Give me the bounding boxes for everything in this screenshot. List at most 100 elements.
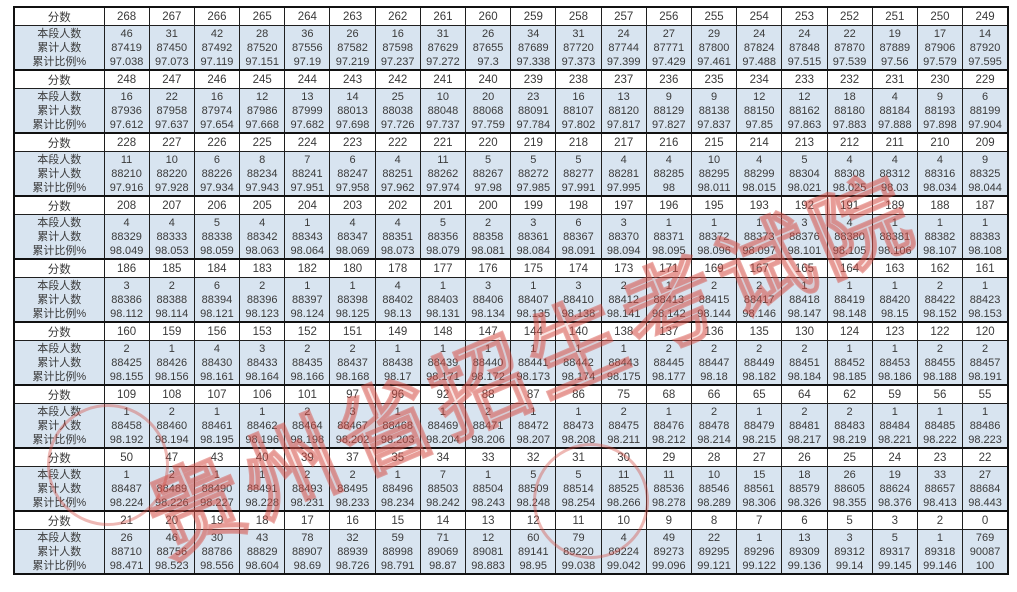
stat-value: 4 <box>349 216 356 229</box>
stat-label: 累计比例% <box>32 559 87 572</box>
score-row-label: 分数 <box>13 447 105 467</box>
score-header-row: 分数 208 207 206 205 204 203 202 201 200 199 198 197 19… <box>13 195 1009 215</box>
stat-value: 88439 <box>427 356 459 369</box>
score-cell: 109 <box>103 384 150 404</box>
stats-row-labels: 本段人数 累计人数 累计比例% <box>13 25 105 71</box>
stat-value: 11 <box>120 153 133 166</box>
stats-cell: 14 88013 97.698 <box>329 88 376 134</box>
score-cell: 209 <box>962 132 1009 152</box>
score-cell: 252 <box>826 6 873 26</box>
score-cell: 39 <box>284 447 331 467</box>
stats-cell: 2 88478 98.214 <box>690 403 738 449</box>
stat-value: 1 <box>123 468 130 481</box>
stat-value: 88210 <box>111 167 142 180</box>
stat-value: 1 <box>394 405 401 418</box>
score-cell: 135 <box>736 321 783 341</box>
stat-value: 99.122 <box>742 559 777 572</box>
stat-value: 98.175 <box>606 370 641 383</box>
stat-value: 14 <box>978 27 992 40</box>
stats-cell: 5 88277 97.991 <box>555 151 602 197</box>
stat-value: 88483 <box>834 419 865 432</box>
stats-cell: 1 88372 98.096 <box>690 214 738 260</box>
stat-value: 4 <box>756 153 763 166</box>
stats-row: 本段人数 累计人数 累计比例% 4 88329 98.049 4 88333 98.053 5 88… <box>13 214 1009 260</box>
stat-value: 97.612 <box>109 118 144 131</box>
stat-value: 88624 <box>879 482 911 495</box>
stat-value: 2 <box>846 405 853 418</box>
stats-cell: 2 88475 98.211 <box>600 403 647 449</box>
stat-value: 88418 <box>789 293 820 306</box>
stats-cell: 1 88472 98.207 <box>510 403 557 449</box>
stats-cell: 25 88038 97.726 <box>374 88 421 134</box>
stat-value: 2 <box>710 279 718 292</box>
stat-value: 98.106 <box>877 244 912 257</box>
stat-value: 87582 <box>337 41 368 54</box>
stats-cell: 4 88281 97.995 <box>600 151 647 197</box>
score-cell: 50 <box>103 447 150 467</box>
score-cell: 59 <box>871 384 918 404</box>
score-cell: 197 <box>600 195 647 215</box>
score-cell: 265 <box>239 6 286 26</box>
stats-cell: 1 88373 98.097 <box>736 214 783 260</box>
stat-value: 4 <box>394 279 401 292</box>
stats-cell: 13 89309 99.136 <box>781 529 828 575</box>
stats-cell: 2 88425 98.155 <box>103 340 150 386</box>
stats-cell: 1 88420 98.15 <box>871 277 918 323</box>
stat-value: 97.974 <box>426 181 460 194</box>
stats-cell: 1 88343 98.064 <box>284 214 331 260</box>
stat-value: 4 <box>394 216 401 229</box>
stat-value: 88038 <box>382 104 414 117</box>
stats-cell: 4 88316 98.034 <box>916 151 964 197</box>
stat-value: 11 <box>437 153 449 166</box>
stat-value: 98.153 <box>968 307 1002 320</box>
stats-cell: 13 87999 97.682 <box>284 88 331 134</box>
stat-value: 87848 <box>789 41 820 54</box>
score-cell: 207 <box>148 195 195 215</box>
stat-value: 88440 <box>472 356 504 369</box>
stats-cell: 12 89081 98.883 <box>464 529 512 575</box>
stat-value: 88457 <box>969 356 1001 369</box>
score-cell: 183 <box>239 258 286 278</box>
score-header-row: 分数 268 267 266 265 264 263 262 261 260 259 258 257 25… <box>13 6 1009 26</box>
stat-value: 88388 <box>156 293 188 306</box>
stats-cell: 5 88272 97.985 <box>510 151 557 197</box>
score-cell: 202 <box>374 195 421 215</box>
stats-cell: 1 88426 98.156 <box>148 340 195 386</box>
stat-label: 本段人数 <box>37 153 82 166</box>
stat-value: 88481 <box>789 419 820 432</box>
stats-cell: 4 89224 99.042 <box>600 529 647 575</box>
stat-value: 10 <box>707 153 721 166</box>
stat-value: 88504 <box>472 482 504 495</box>
score-cell: 244 <box>284 69 331 89</box>
stat-value: 87800 <box>698 41 730 54</box>
stat-value: 88447 <box>698 356 730 369</box>
stats-cell: 2 88445 98.177 <box>645 340 692 386</box>
score-cell: 256 <box>645 6 692 26</box>
stats-cell: 1 88476 98.212 <box>645 403 692 449</box>
stat-value: 98.212 <box>652 433 686 446</box>
stat-value: 98.121 <box>200 307 234 320</box>
stat-value: 9 <box>936 90 944 103</box>
stat-value: 26 <box>843 468 856 481</box>
stat-value: 24 <box>798 27 811 40</box>
score-cell: 205 <box>239 195 286 215</box>
stat-value: 98.101 <box>787 244 822 257</box>
stats-cell: 3 88370 98.094 <box>600 214 647 260</box>
stat-value: 88495 <box>337 482 368 495</box>
stat-value: 88756 <box>156 545 188 558</box>
stat-value: 98.376 <box>877 496 912 509</box>
stat-value: 5 <box>439 216 446 229</box>
stat-value: 88430 <box>201 356 233 369</box>
stat-value: 88484 <box>879 419 911 432</box>
stat-value: 88312 <box>879 167 911 180</box>
stat-value: 88402 <box>382 293 414 306</box>
score-cell: 137 <box>645 321 692 341</box>
stat-value: 769 <box>975 531 995 544</box>
stat-value: 97.916 <box>109 181 144 194</box>
stat-value: 98.289 <box>697 496 731 509</box>
score-cell: 29 <box>645 447 692 467</box>
stat-value: 88536 <box>653 482 685 495</box>
stats-cell: 1 88442 98.174 <box>555 340 602 386</box>
stat-value: 88491 <box>246 482 278 495</box>
stats-row-labels: 本段人数 累计人数 累计比例% <box>13 277 105 323</box>
